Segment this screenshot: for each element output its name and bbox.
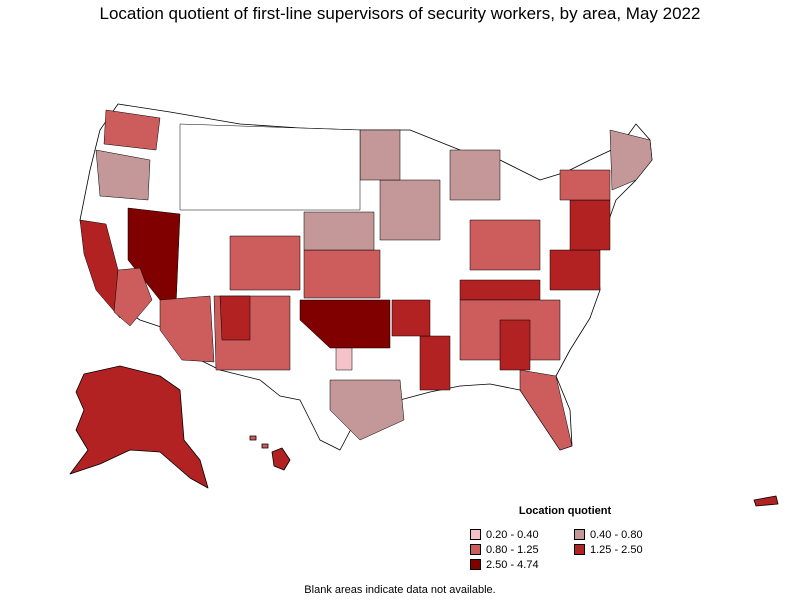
area-nebraska <box>303 211 375 251</box>
hawaii-island <box>271 447 291 471</box>
legend-label: 0.80 - 1.25 <box>486 543 539 556</box>
legend-item: 0.80 - 1.25 <box>470 543 574 556</box>
area-oregon <box>95 149 151 201</box>
legend-title: Location quotient <box>518 505 612 517</box>
area-new-york <box>559 169 611 201</box>
legend-label: 2.50 - 4.74 <box>486 558 539 571</box>
blank-areas-note: Blank areas indicate data not available. <box>304 584 496 596</box>
legend: Location quotient 0.20 - 0.40 0.40 - 0.8… <box>470 505 660 571</box>
area-texas-north <box>335 347 353 371</box>
legend-item: 0.40 - 0.80 <box>574 528 660 541</box>
legend-label: 0.40 - 0.80 <box>590 528 643 541</box>
area-new-england <box>609 129 653 191</box>
legend-swatch <box>574 544 585 555</box>
legend-grid: 0.20 - 0.40 0.40 - 0.80 0.80 - 1.25 1.25… <box>470 528 660 571</box>
legend-swatch <box>470 544 481 555</box>
area-louisiana <box>419 335 451 391</box>
area-washington <box>103 109 161 151</box>
hawaii-island <box>249 435 257 441</box>
legend-item: 1.25 - 2.50 <box>574 543 660 556</box>
area-michigan <box>449 149 501 201</box>
area-colorado <box>229 235 301 291</box>
area-texas-east <box>329 379 405 441</box>
area-georgia <box>499 319 531 371</box>
legend-item: 0.20 - 0.40 <box>470 528 574 541</box>
legend-label: 1.25 - 2.50 <box>590 543 643 556</box>
area-florida <box>519 369 573 451</box>
legend-label: 0.20 - 0.40 <box>486 528 539 541</box>
area-montana-dakotas <box>179 123 361 211</box>
legend-swatch <box>470 559 481 570</box>
alaska-outline <box>69 365 209 489</box>
area-arkansas <box>391 299 431 337</box>
puerto-rico-outline <box>753 495 779 507</box>
legend-swatch <box>574 529 585 540</box>
area-iowa-illinois <box>379 179 441 241</box>
area-new-mexico-north <box>219 295 251 341</box>
area-ohio-valley <box>469 219 541 271</box>
area-tennessee <box>459 279 541 301</box>
legend-item: 2.50 - 4.74 <box>470 558 574 571</box>
area-california-south <box>113 267 153 327</box>
legend-swatch <box>470 529 481 540</box>
area-minnesota <box>359 129 401 181</box>
hawaii-island <box>261 443 269 449</box>
area-virginia <box>549 249 601 291</box>
area-arizona <box>159 295 215 363</box>
map-title: Location quotient of first-line supervis… <box>99 4 701 23</box>
area-kansas <box>303 249 381 299</box>
area-oklahoma <box>299 299 391 349</box>
area-mid-atlantic <box>569 199 611 251</box>
